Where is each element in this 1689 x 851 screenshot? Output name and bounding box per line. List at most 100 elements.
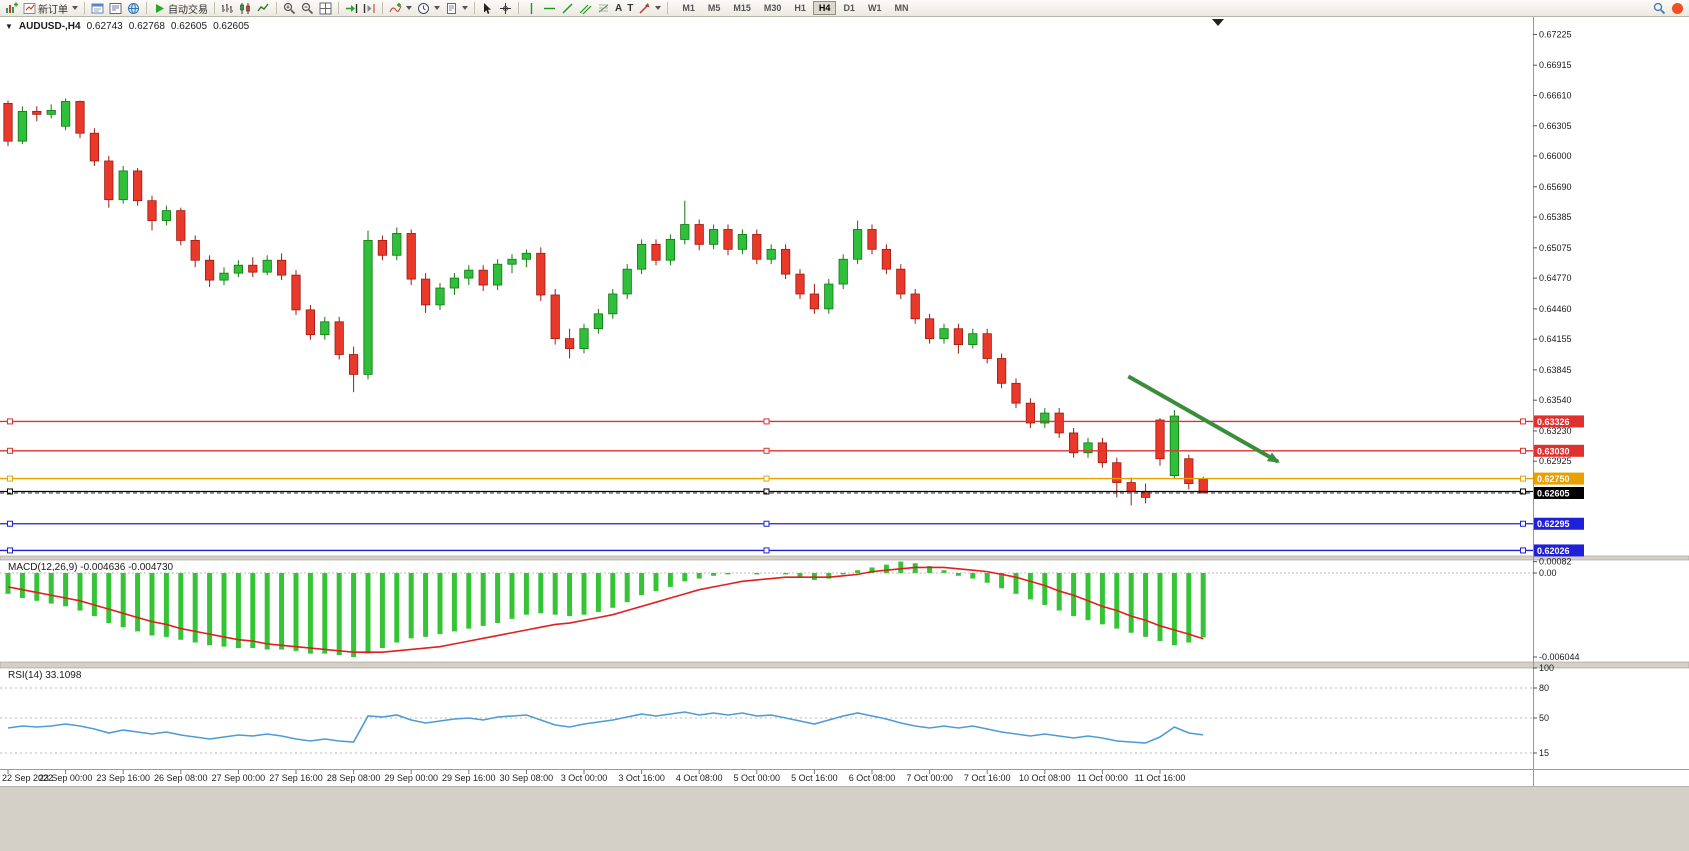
zoom-out-icon (301, 2, 314, 14)
crosshair-tool-button[interactable] (497, 1, 514, 16)
one-click-trading-toggle[interactable]: ▼ (5, 22, 13, 31)
svg-text:0.63230: 0.63230 (1539, 426, 1572, 436)
dropdown-arrow-icon (655, 6, 662, 10)
toolbar: 新订单 自动交易 (0, 0, 1689, 17)
navigator-button[interactable] (125, 1, 142, 16)
zoom-out-button[interactable] (299, 1, 316, 16)
svg-text:30 Sep 08:00: 30 Sep 08:00 (500, 773, 554, 783)
cursor-tool-button[interactable] (479, 1, 496, 16)
search-button[interactable] (1651, 1, 1668, 16)
svg-text:4 Oct 08:00: 4 Oct 08:00 (676, 773, 723, 783)
templates-icon (447, 2, 456, 14)
market-watch-icon (91, 3, 104, 13)
line-chart-button[interactable] (255, 1, 272, 16)
periods-button[interactable] (415, 1, 442, 16)
svg-text:15: 15 (1539, 748, 1549, 758)
svg-text:27 Sep 00:00: 27 Sep 00:00 (212, 773, 266, 783)
svg-text:6 Oct 08:00: 6 Oct 08:00 (849, 773, 896, 783)
svg-text:0.65385: 0.65385 (1539, 212, 1572, 222)
svg-text:0.62026: 0.62026 (1537, 546, 1570, 556)
navigator-globe-icon (128, 2, 139, 14)
timeframe-button-w1[interactable]: W1 (867, 3, 882, 13)
line-chart-icon (257, 3, 269, 11)
text-tool-button[interactable]: A (613, 1, 624, 16)
svg-text:100: 100 (1539, 663, 1554, 673)
periods-clock-icon (418, 2, 429, 14)
timeframe-button-m5[interactable]: M5 (707, 3, 721, 13)
svg-text:7 Oct 00:00: 7 Oct 00:00 (906, 773, 953, 783)
timeframe-button-m30[interactable]: M30 (763, 3, 782, 13)
svg-text:0.66915: 0.66915 (1539, 60, 1572, 70)
rsi-pane[interactable] (0, 668, 1533, 768)
svg-text:3 Oct 00:00: 3 Oct 00:00 (561, 773, 608, 783)
zoom-in-button[interactable] (281, 1, 298, 16)
candlestick-chart-icon (240, 2, 250, 14)
arrows-tool-button[interactable] (636, 1, 663, 16)
dropdown-arrow-icon (434, 6, 440, 10)
vertical-line-tool-button[interactable] (523, 1, 540, 16)
svg-text:-0.006044: -0.006044 (1539, 652, 1580, 662)
toolbar-separator (276, 2, 277, 14)
svg-text:0.62605: 0.62605 (1537, 488, 1570, 498)
price-axis[interactable] (1533, 18, 1689, 770)
svg-text:5 Oct 00:00: 5 Oct 00:00 (734, 773, 781, 783)
rsi-label: RSI(14) 33.1098 (8, 670, 82, 681)
chart-symbol-period: AUDUSD-,H4 (18, 21, 81, 32)
text-label-tool-button[interactable]: T (625, 1, 635, 16)
text-label-tool-icon: T (627, 2, 634, 14)
timeframe-button-d1[interactable]: D1 (843, 3, 855, 13)
timeframe-button-m15[interactable]: M15 (733, 3, 751, 13)
svg-text:22 Sep 2022: 22 Sep 2022 (2, 773, 53, 783)
svg-text:0.62925: 0.62925 (1539, 456, 1572, 466)
bar-chart-button[interactable] (219, 1, 236, 16)
new-chart-icon (6, 2, 18, 13)
svg-text:0.65690: 0.65690 (1539, 182, 1572, 192)
new-order-label: 新订单 (38, 4, 68, 16)
horizontal-line-tool-button[interactable] (541, 1, 558, 16)
autotrading-button[interactable]: 自动交易 (151, 1, 210, 16)
fibonacci-tool-button[interactable] (595, 1, 612, 16)
channel-icon (579, 4, 592, 14)
time-axis[interactable] (0, 770, 1533, 786)
new-order-button[interactable]: 新订单 (21, 1, 80, 16)
svg-text:0.66000: 0.66000 (1539, 151, 1572, 161)
timeframe-button-m1[interactable]: M1 (682, 3, 695, 13)
svg-text:0.00: 0.00 (1539, 568, 1557, 578)
candlestick-chart-button[interactable] (237, 1, 254, 16)
channel-tool-button[interactable] (577, 1, 594, 16)
zoom-in-icon (283, 2, 296, 14)
chart-shift-button[interactable] (361, 1, 378, 16)
svg-text:23 Sep 16:00: 23 Sep 16:00 (96, 773, 150, 783)
templates-button[interactable] (443, 1, 470, 16)
new-chart-button[interactable] (3, 1, 20, 16)
notification-badge[interactable] (1669, 1, 1686, 16)
svg-text:11 Oct 16:00: 11 Oct 16:00 (1135, 773, 1186, 783)
chart-close-value: 0.62605 (213, 21, 250, 32)
macd-pane[interactable] (0, 560, 1533, 662)
svg-text:27 Sep 16:00: 27 Sep 16:00 (269, 773, 323, 783)
svg-text:7 Oct 16:00: 7 Oct 16:00 (964, 773, 1011, 783)
toolbar-separator (474, 2, 475, 14)
market-watch-button[interactable] (89, 1, 106, 16)
dropdown-arrow-icon (72, 6, 78, 10)
chart-low-value: 0.62605 (170, 21, 208, 32)
svg-text:50: 50 (1539, 713, 1549, 723)
data-window-button[interactable] (107, 1, 124, 16)
timeframe-button-h4[interactable]: H4 (812, 1, 837, 15)
dropdown-arrow-icon (406, 6, 412, 10)
tile-windows-button[interactable] (317, 1, 334, 16)
horizontal-line-icon (544, 7, 555, 9)
svg-text:0.63030: 0.63030 (1537, 446, 1570, 456)
auto-scroll-icon (346, 3, 358, 13)
trendline-tool-button[interactable] (559, 1, 576, 16)
timeframe-button-mn[interactable]: MN (894, 3, 909, 13)
indicators-button[interactable] (387, 1, 414, 16)
svg-text:0.64460: 0.64460 (1539, 304, 1572, 314)
main-chart-pane[interactable] (0, 18, 1533, 556)
auto-scroll-button[interactable] (343, 1, 360, 16)
timeframe-button-h1[interactable]: H1 (794, 3, 806, 13)
toolbar-separator (146, 2, 147, 14)
notification-dot-icon (1672, 2, 1683, 14)
toolbar-separator (382, 2, 383, 14)
